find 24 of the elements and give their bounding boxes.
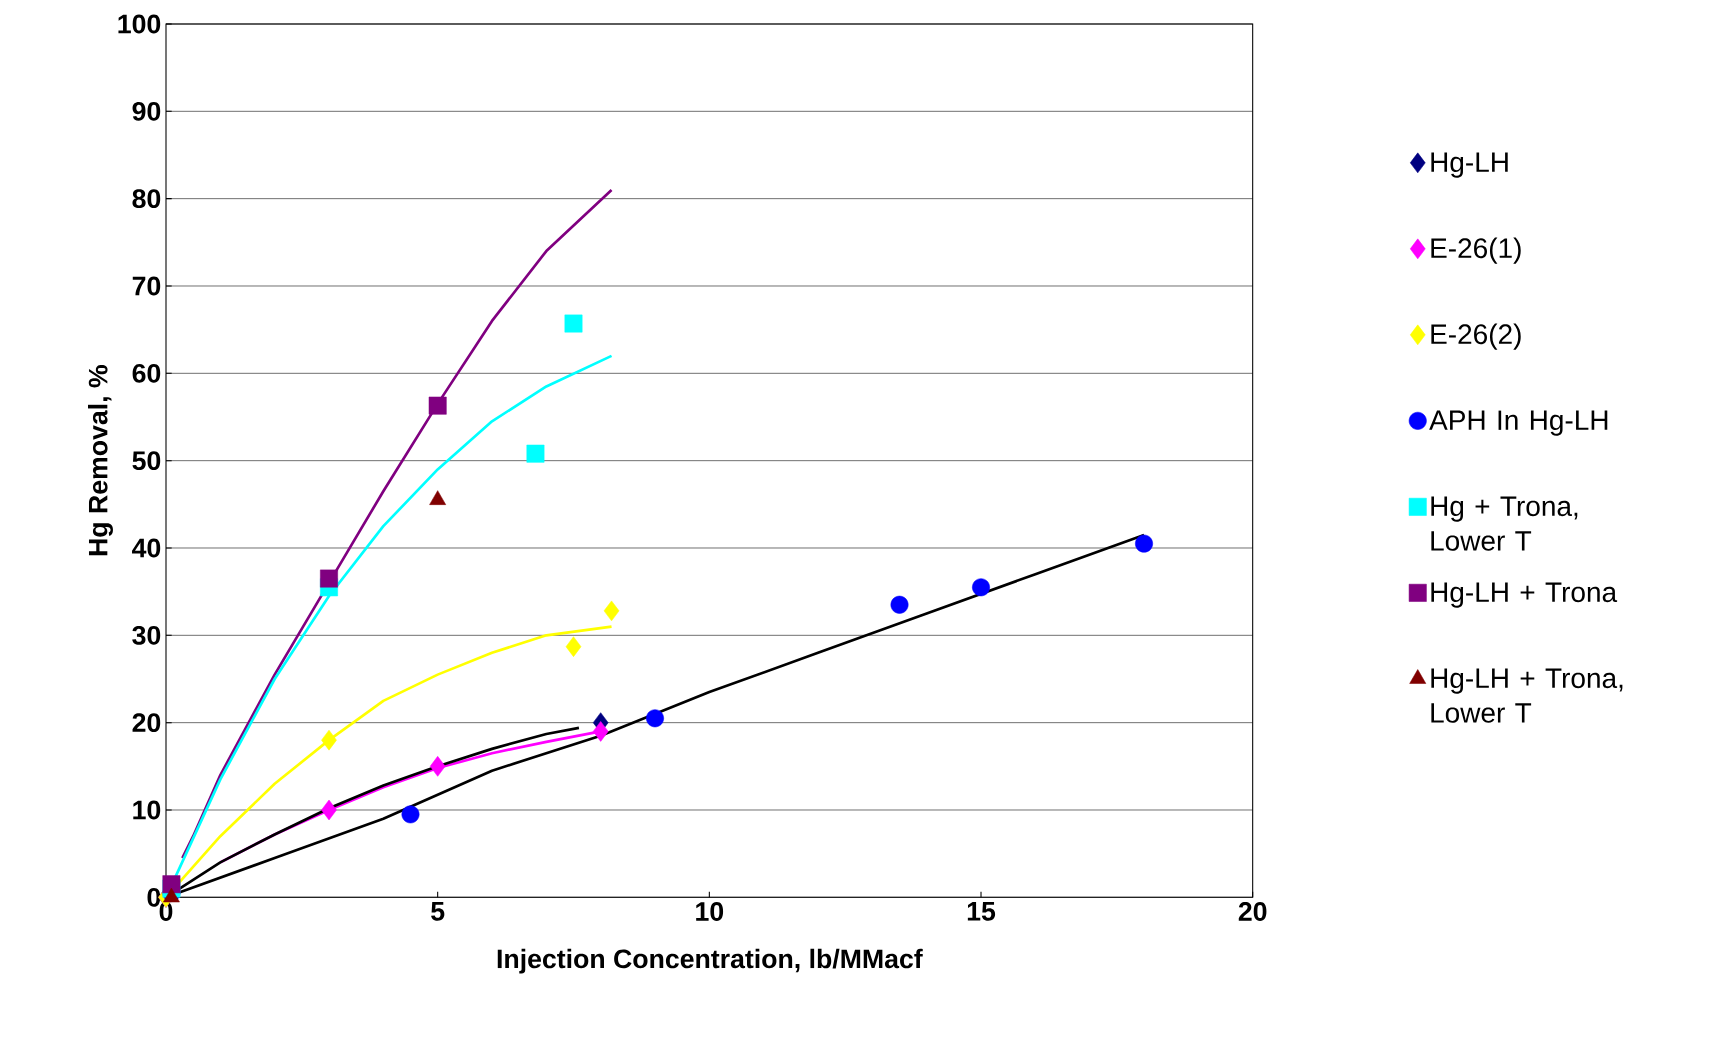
y-tick-label: 0 <box>147 887 161 907</box>
y-tick-label: 40 <box>132 538 161 558</box>
x-tick-label: 10 <box>696 902 724 921</box>
y-tick-label: 50 <box>132 451 161 471</box>
x-axis-title: Injection Concentration, lb/MMacf <box>497 948 923 974</box>
y-axis-title: Hg Removal, % <box>88 365 113 556</box>
y-tick-label: 90 <box>132 101 161 121</box>
y-tick-label: 80 <box>132 189 161 209</box>
legend-label: Hg + Trona, Lower T <box>1431 496 1578 551</box>
y-tick-label: 20 <box>132 713 161 733</box>
y-tick-label: 60 <box>132 363 161 383</box>
y-tick-label: 10 <box>133 800 161 820</box>
legend-label: APH In Hg-LH <box>1429 410 1608 436</box>
x-tick-label: 15 <box>967 902 996 921</box>
legend-label: E-26(1) <box>1431 237 1521 264</box>
x-tick-label: 20 <box>1238 902 1267 921</box>
legend-label: Hg-LH <box>1431 152 1508 178</box>
y-tick-label: 70 <box>132 276 161 296</box>
legend-label: E-26(2) <box>1431 323 1521 350</box>
y-tick-label: 30 <box>132 625 161 645</box>
x-tick-label: 5 <box>431 902 445 921</box>
legend-label: Hg-LH + Trona <box>1431 582 1618 608</box>
y-tick-label: 100 <box>118 14 161 34</box>
legend-label: Hg-LH + Trona, Lower T <box>1431 668 1623 723</box>
